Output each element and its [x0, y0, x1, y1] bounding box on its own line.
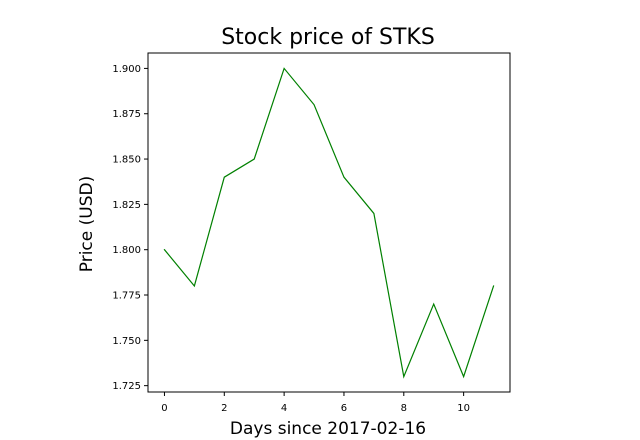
y-tick-label: 1.850 — [112, 155, 141, 166]
series-layer — [164, 68, 493, 376]
y-tick-label: 1.825 — [112, 200, 141, 211]
y-axis-ticks: 1.725 1.750 1.775 1.800 1.825 1.850 1.875 1.900 — [112, 64, 148, 392]
y-tick-label: 1.900 — [112, 64, 141, 75]
y-tick-label: 1.800 — [112, 245, 141, 256]
y-tick-label: 1.750 — [112, 336, 141, 347]
y-tick-label: 1.875 — [112, 109, 141, 120]
x-tick-label: 4 — [281, 403, 287, 414]
x-axis-ticks: 0 2 4 6 8 10 — [161, 392, 470, 414]
x-tick-label: 8 — [401, 403, 407, 414]
y-tick-label: 1.775 — [112, 291, 141, 302]
plot-frame — [148, 53, 510, 392]
x-tick-label: 10 — [457, 403, 470, 414]
y-axis-label: Price (USD) — [77, 176, 97, 272]
chart-title: Stock price of STKS — [221, 25, 435, 50]
y-tick-label: 1.725 — [112, 381, 141, 392]
x-tick-label: 0 — [161, 403, 167, 414]
x-tick-label: 6 — [341, 403, 347, 414]
price-series-line — [164, 68, 493, 376]
x-tick-label: 2 — [221, 403, 227, 414]
x-axis-label: Days since 2017-02-16 — [230, 419, 426, 439]
